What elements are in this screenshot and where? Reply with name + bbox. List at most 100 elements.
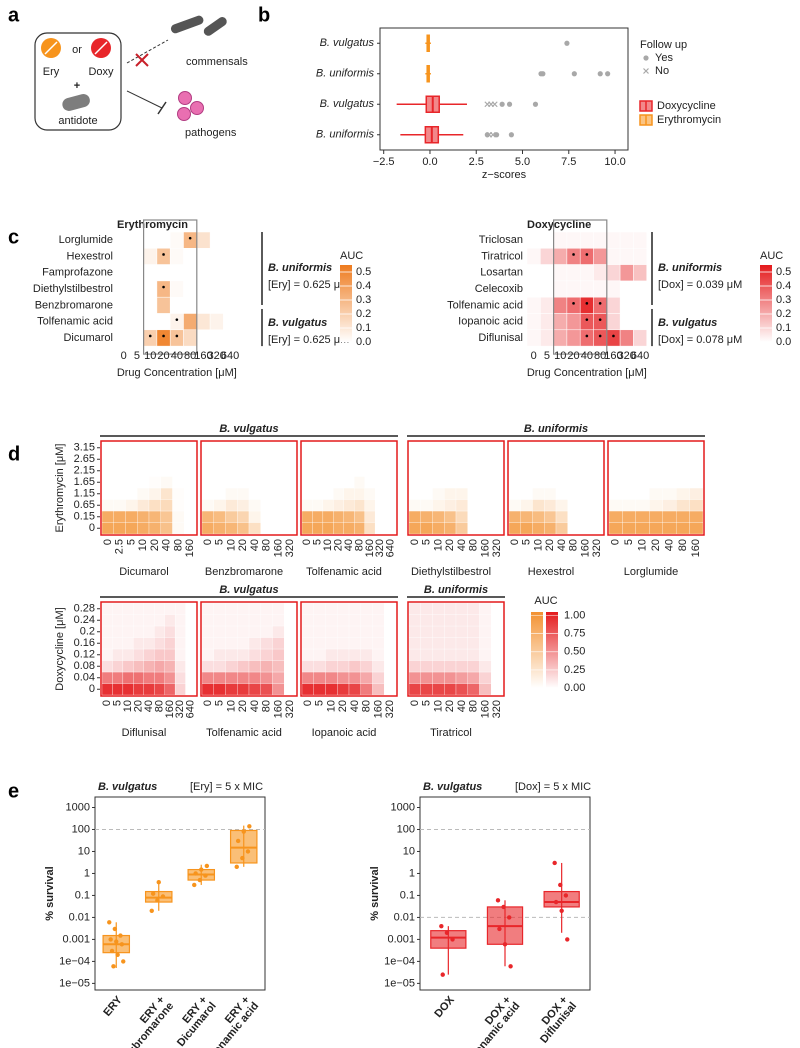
checker-cell	[248, 625, 261, 638]
heat-cell	[566, 329, 581, 347]
checker-cell	[160, 441, 173, 454]
checker-cell	[444, 637, 457, 650]
heat-cell	[540, 313, 554, 331]
column-label: 0	[531, 350, 537, 362]
y-tick-label: 0	[89, 522, 95, 534]
heat-cell	[209, 313, 224, 331]
checker-cell	[101, 487, 114, 500]
checker-cell	[579, 499, 592, 512]
y-tick-label: 0.12	[74, 649, 95, 661]
arrow	[126, 39, 169, 64]
checker-cell	[272, 464, 285, 477]
heat-cell	[143, 264, 158, 282]
cross	[135, 53, 149, 67]
checker-cell	[284, 476, 297, 489]
checker-cell	[237, 522, 250, 535]
x-tick-label: 7.5	[561, 156, 576, 168]
strain-label: B. uniformis	[268, 262, 332, 274]
heat-cell	[130, 329, 144, 347]
heat-cell	[593, 280, 608, 298]
checker-cell	[520, 510, 533, 523]
point	[112, 926, 118, 932]
checker-cell	[420, 453, 433, 466]
point	[439, 923, 444, 929]
checker-cell	[213, 453, 226, 466]
x-tick-label: 320	[374, 539, 386, 557]
checker-cell	[137, 441, 150, 454]
checker-cell	[184, 453, 197, 466]
checker-cell	[689, 510, 704, 523]
checker-cell	[225, 683, 238, 696]
checker-cell	[301, 614, 314, 627]
checker-cell	[408, 453, 421, 466]
significance-dot	[585, 302, 589, 305]
checker-cell	[122, 671, 134, 684]
checker-cell	[348, 671, 361, 684]
checker-cell	[455, 476, 468, 489]
x-tick-label: 10	[225, 700, 237, 712]
y-tick-label: B. vulgatus	[320, 37, 375, 49]
heat-cell	[169, 231, 184, 249]
heat-cell	[593, 296, 608, 314]
checker-cell	[333, 522, 344, 535]
checker-cell	[113, 499, 126, 512]
y-tick-label: 100	[397, 823, 415, 835]
panel-border	[300, 440, 398, 536]
checker-cell	[164, 660, 176, 673]
x-tick-label: 0	[509, 539, 521, 545]
checker-cell	[354, 464, 365, 477]
heat-cell	[540, 296, 554, 314]
checker-cell	[479, 441, 492, 454]
checker-cell	[479, 487, 492, 500]
checker-cell	[354, 522, 365, 535]
checker-cell	[467, 671, 480, 684]
checker-cell	[649, 441, 663, 454]
checker-cell	[455, 453, 468, 466]
pill-line	[44, 41, 58, 55]
checker-cell	[408, 660, 421, 673]
checker-cell	[675, 441, 690, 454]
checker-cell	[408, 683, 421, 696]
checker-cell	[467, 625, 480, 638]
diagram-label: +	[74, 80, 80, 92]
point	[109, 948, 115, 954]
checker-cell	[408, 625, 421, 638]
checker-cell	[420, 522, 433, 535]
heat-cell	[553, 296, 568, 314]
checker-cell	[164, 671, 176, 684]
point	[199, 867, 204, 872]
checker-cell	[455, 487, 468, 500]
checker-cell	[154, 660, 165, 673]
checker-cell	[125, 499, 138, 512]
x-tick-label: 5	[312, 539, 324, 545]
checker-cell	[201, 441, 214, 454]
checker-cell	[284, 602, 297, 615]
checker-cell	[491, 683, 504, 696]
checker-cell	[432, 499, 445, 512]
checker-cell	[579, 453, 592, 466]
checker-cell	[101, 625, 113, 638]
heat-cell	[579, 231, 594, 249]
checker-cell	[372, 660, 385, 673]
significance-dot	[148, 334, 152, 338]
x-tick-label: 20	[332, 539, 344, 551]
checker-cell	[312, 510, 324, 523]
heat-cell	[116, 264, 131, 282]
panel-border	[407, 440, 505, 536]
checker-cell	[555, 441, 568, 454]
checker-cell	[248, 499, 261, 512]
x-tick-label: 640	[385, 539, 397, 557]
row-label: Lorglumide	[59, 234, 113, 246]
checker-cell	[272, 637, 285, 650]
checker-cell	[125, 510, 138, 523]
drug-label: Benzbromarone	[205, 566, 283, 578]
checker-cell	[372, 625, 385, 638]
checker-cell	[455, 464, 468, 477]
checker-cell	[260, 453, 273, 466]
heat-cell	[143, 296, 158, 314]
heat-cell	[593, 231, 608, 249]
checker-cell	[301, 453, 313, 466]
checker-cell	[491, 614, 504, 627]
checker-cell	[260, 464, 273, 477]
checker-cell	[348, 637, 361, 650]
